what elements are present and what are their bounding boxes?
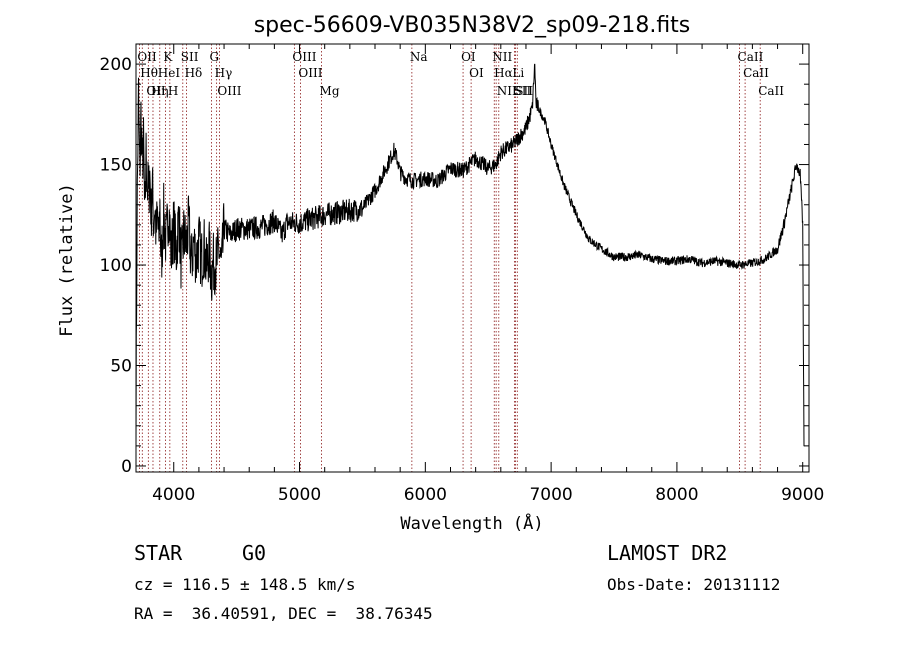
y-tick-label: 100 (100, 256, 132, 276)
y-tick-label: 150 (100, 156, 132, 176)
line-label-nii: NII (492, 50, 512, 64)
line-label-caii: CaII (743, 66, 769, 80)
x-tick-label: 7000 (529, 485, 572, 505)
line-label-hη: Hη (151, 84, 169, 98)
x-tick-label: 9000 (781, 485, 824, 505)
line-label-oi: OI (461, 50, 476, 64)
line-label-sii: SII (514, 84, 532, 98)
sky-coordinates: RA = 36.40591, DEC = 38.76345 (134, 604, 433, 623)
x-axis-ticks: 4000 5000 6000 7000 8000 9000 (152, 44, 824, 505)
line-label-sii: SII (181, 50, 199, 64)
x-tick-label: 5000 (278, 485, 321, 505)
y-axis-ticks: 0 50 100 150 200 (100, 55, 809, 477)
line-label-oiii: OIII (292, 50, 316, 64)
line-label-h: H (168, 84, 178, 98)
line-label-oii: OII (137, 50, 157, 64)
line-label-g: G (209, 50, 219, 64)
line-label-hγ: Hγ (215, 66, 233, 80)
line-label-sii: SII (515, 84, 533, 98)
redshift-velocity: cz = 116.5 ± 148.5 km/s (134, 575, 356, 594)
line-label-oiii: OIII (217, 84, 241, 98)
chart-title: spec-56609-VB035N38V2_sp09-218.fits (254, 13, 691, 38)
y-axis-label: Flux (relative) (57, 183, 77, 337)
line-label-mg: Mg (320, 84, 340, 98)
spectrum-line (135, 63, 805, 448)
object-class: STAR (134, 541, 183, 565)
x-tick-label: 6000 (404, 485, 447, 505)
x-axis-label: Wavelength (Å) (400, 512, 543, 534)
line-label-nii: NII (497, 84, 517, 98)
survey-name: LAMOST DR2 (607, 541, 728, 565)
line-label-oiii: OIII (298, 66, 322, 80)
line-label-caii: CaII (738, 50, 764, 64)
plot-frame (135, 43, 810, 473)
line-label-hδ: Hδ (185, 66, 203, 80)
observation-date: Obs-Date: 20131112 (607, 575, 781, 594)
line-label-na: Na (410, 50, 428, 64)
line-label-caii: CaII (758, 84, 784, 98)
line-label-hα: Hα (494, 66, 513, 80)
line-label-oi: OI (469, 66, 484, 80)
x-tick-label: 4000 (152, 485, 195, 505)
line-label-k: K (163, 50, 173, 64)
y-tick-label: 0 (121, 457, 132, 477)
y-tick-label: 50 (110, 357, 132, 377)
emission-line-markers (138, 44, 761, 472)
line-label-oii: OII (146, 84, 166, 98)
y-tick-label: 200 (100, 55, 132, 75)
object-subclass: G0 (242, 541, 267, 565)
line-label-hθ: Hθ (140, 66, 158, 80)
x-tick-label: 8000 (655, 485, 698, 505)
line-label-hei: HeI (158, 66, 181, 80)
line-label-li: Li (512, 66, 524, 80)
